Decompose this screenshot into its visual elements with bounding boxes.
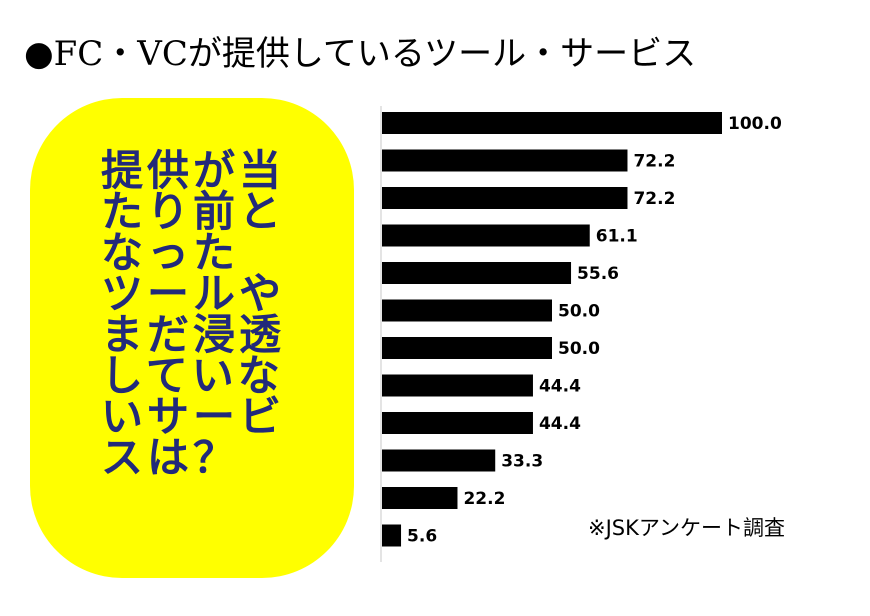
bar-value-label: 22.2 xyxy=(463,489,505,509)
bar xyxy=(382,299,552,322)
bar xyxy=(382,487,458,509)
bar xyxy=(382,224,590,247)
page-title: ●FC・VCが提供しているツール・サービス xyxy=(24,34,697,74)
survey-footnote: ※JSKアンケート調査 xyxy=(588,516,786,540)
callout-text: 提供が当 たり前と なった ツールや まだ浸透 していな いサービ スは？ xyxy=(101,146,286,482)
bar-value-label: 44.4 xyxy=(539,377,581,397)
bar-value-label: 33.3 xyxy=(501,452,543,472)
bar xyxy=(382,374,533,397)
bar-value-label: 5.6 xyxy=(407,527,437,547)
bar-value-label: 72.2 xyxy=(633,189,675,209)
bar xyxy=(382,112,722,134)
bar xyxy=(382,449,496,472)
bar-value-label: 72.2 xyxy=(633,152,675,172)
bar-value-label: 50.0 xyxy=(558,302,600,322)
bar-value-label: 44.4 xyxy=(539,414,581,434)
bar-value-label: 100.0 xyxy=(728,114,782,134)
bar xyxy=(382,149,628,172)
bar xyxy=(382,337,552,359)
bar-value-label: 61.1 xyxy=(596,227,638,247)
callout-bubble xyxy=(30,98,354,578)
bar xyxy=(382,262,572,284)
bar-value-label: 50.0 xyxy=(558,339,600,359)
bar xyxy=(382,412,533,434)
bar xyxy=(382,187,628,209)
bar-value-label: 55.6 xyxy=(577,264,619,284)
bar xyxy=(382,524,402,547)
